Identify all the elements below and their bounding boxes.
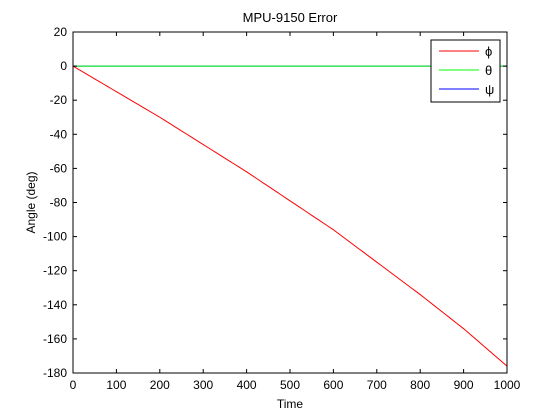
y-tick-label-1: 0 — [60, 59, 67, 73]
x-tick-label-6: 600 — [323, 378, 343, 392]
series-layer — [72, 65, 508, 367]
legend-label-2: ψ — [485, 82, 494, 97]
legend-label-0: ϕ — [485, 44, 492, 59]
x-tick-label-1: 100 — [106, 378, 126, 392]
x-tick-label-5: 500 — [280, 378, 300, 392]
y-tick-label-7: -120 — [43, 264, 67, 278]
y-tick-label-5: -80 — [50, 196, 68, 210]
legend: ϕθψ — [430, 39, 501, 103]
legend-label-1: θ — [485, 63, 492, 78]
y-tick-label-9: -160 — [43, 332, 67, 346]
chart-title: MPU-9150 Error — [243, 10, 338, 25]
axes-layer: 0 100 200 300 400 500 600 700 800 900 1000200-20-4… — [43, 25, 521, 392]
x-tick-label-9: 900 — [454, 378, 474, 392]
x-tick-label-7: 700 — [367, 378, 387, 392]
y-tick-label-3: -40 — [50, 127, 68, 141]
x-tick-label-8: 800 — [410, 378, 430, 392]
x-tick-label-0: 0 — [70, 378, 77, 392]
x-tick-label-10: 1000 — [494, 378, 521, 392]
x-axis-label: Time — [277, 397, 304, 411]
y-tick-label-4: -60 — [50, 161, 68, 175]
y-tick-label-8: -140 — [43, 298, 67, 312]
x-tick-label-2: 200 — [150, 378, 170, 392]
y-tick-label-6: -100 — [43, 230, 67, 244]
series-line-0 — [72, 65, 508, 367]
legend-box — [430, 39, 501, 103]
y-tick-label-0: 20 — [54, 25, 68, 39]
y-tick-label-10: -180 — [43, 366, 67, 380]
x-tick-label-4: 400 — [237, 378, 257, 392]
y-axis-label: Angle (deg) — [24, 171, 38, 233]
y-tick-label-2: -20 — [50, 93, 68, 107]
x-tick-label-3: 300 — [193, 378, 213, 392]
